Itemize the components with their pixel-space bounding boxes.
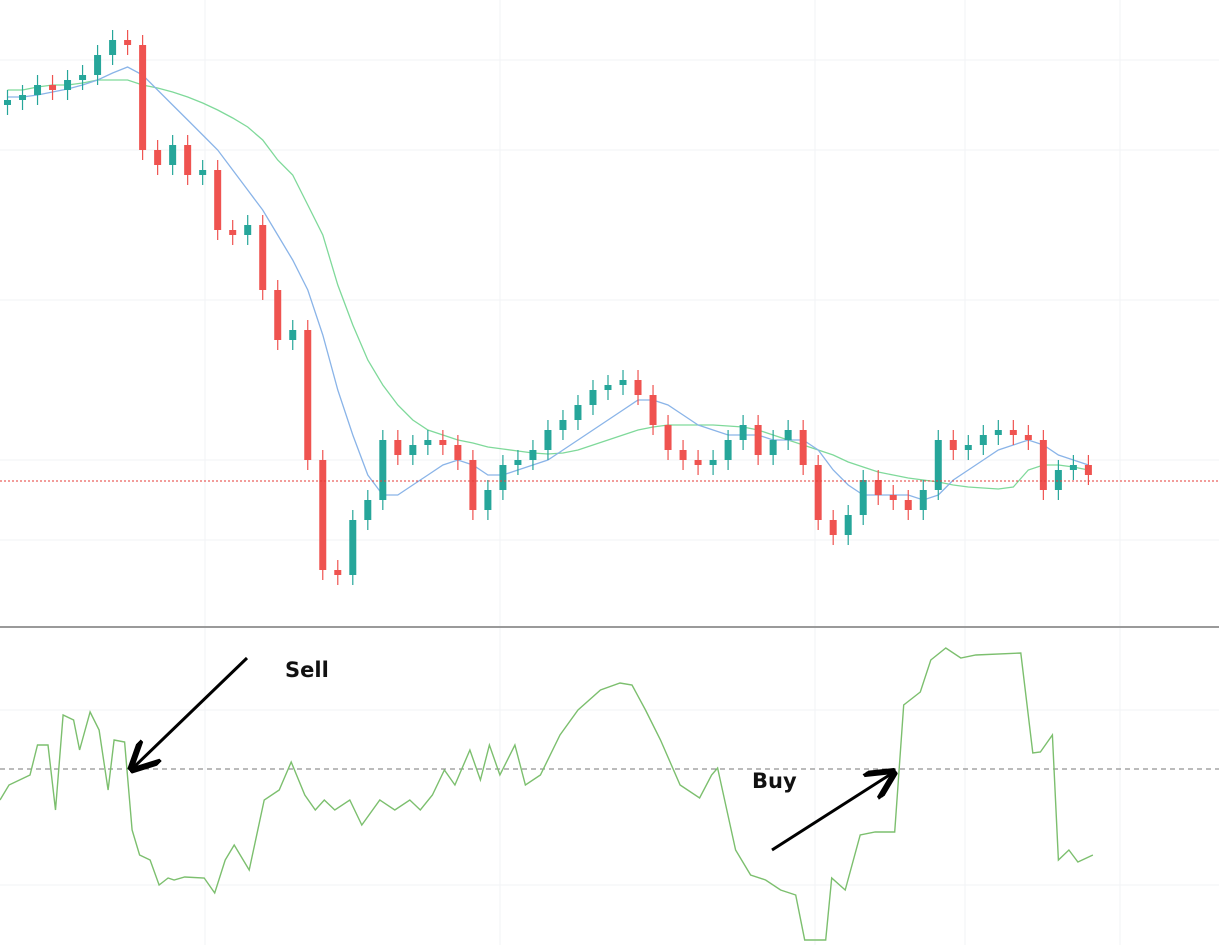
candle-body — [979, 435, 987, 445]
candle-body — [124, 40, 132, 45]
candle-body — [484, 490, 492, 510]
candle-body — [109, 40, 117, 55]
oscillator-line — [0, 647, 1094, 941]
candle-body — [559, 420, 567, 430]
candle-body — [964, 445, 972, 450]
candle-body — [34, 85, 42, 95]
candle-body — [499, 465, 507, 490]
candle-body — [199, 170, 207, 175]
candle-body — [889, 495, 897, 500]
candle-body — [694, 460, 702, 465]
candle-body — [364, 500, 372, 520]
candle-body — [769, 440, 777, 455]
oscillator-panel — [0, 647, 1219, 941]
candle-body — [49, 85, 57, 90]
candle-body — [64, 80, 72, 90]
candle-body — [934, 440, 942, 490]
candle-body — [784, 430, 792, 440]
candle-body — [649, 395, 657, 425]
candle-body — [334, 570, 342, 575]
candle-body — [634, 380, 642, 395]
candle-body — [754, 425, 762, 455]
candle-body — [529, 450, 537, 460]
candle-body — [289, 330, 297, 340]
candle-body — [589, 390, 597, 405]
candle-body — [919, 490, 927, 510]
candle-body — [394, 440, 402, 455]
candle-body — [409, 445, 417, 455]
candle-body — [19, 95, 27, 100]
candle-body — [574, 405, 582, 420]
candle-body — [169, 145, 177, 165]
candle-body — [994, 430, 1002, 435]
candle-body — [844, 515, 852, 535]
candle-body — [244, 225, 252, 235]
candle-body — [4, 100, 12, 105]
buy-arrow — [771, 774, 891, 852]
candle-body — [679, 450, 687, 460]
candle-body — [1024, 435, 1032, 440]
candle-body — [154, 150, 162, 165]
candle-body — [379, 440, 387, 500]
candle-body — [514, 460, 522, 465]
candle-body — [904, 500, 912, 510]
candle-body — [274, 290, 282, 340]
candle-body — [739, 425, 747, 440]
price-panel — [0, 30, 1219, 585]
candle-body — [949, 440, 957, 450]
candle-body — [619, 380, 627, 385]
candle-body — [1069, 465, 1077, 470]
candle-body — [1084, 465, 1092, 475]
candle-body — [814, 465, 822, 520]
candle-body — [874, 480, 882, 495]
candle-body — [709, 460, 717, 465]
candle-body — [1054, 470, 1062, 490]
candle-body — [454, 445, 462, 460]
sell-label: Sell — [285, 658, 329, 682]
candle-body — [319, 460, 327, 570]
candle-body — [829, 520, 837, 535]
candle-body — [139, 45, 147, 150]
candle-body — [304, 330, 312, 460]
candle-body — [94, 55, 102, 75]
candle-body — [799, 430, 807, 465]
candle-body — [1039, 440, 1047, 490]
candle-body — [439, 440, 447, 445]
candle-body — [214, 170, 222, 230]
candle-body — [349, 520, 357, 575]
candle-body — [1009, 430, 1017, 435]
candle-body — [724, 440, 732, 460]
candle-body — [259, 225, 267, 290]
candle-body — [859, 480, 867, 515]
candle-body — [544, 430, 552, 450]
candle-body — [229, 230, 237, 235]
candle-body — [604, 385, 612, 390]
candle-body — [424, 440, 432, 445]
sell-arrow — [134, 656, 249, 767]
candle-body — [469, 460, 477, 510]
candle-body — [184, 145, 192, 175]
candle-body — [664, 425, 672, 450]
buy-label: Buy — [752, 769, 797, 793]
candle-body — [79, 75, 87, 80]
